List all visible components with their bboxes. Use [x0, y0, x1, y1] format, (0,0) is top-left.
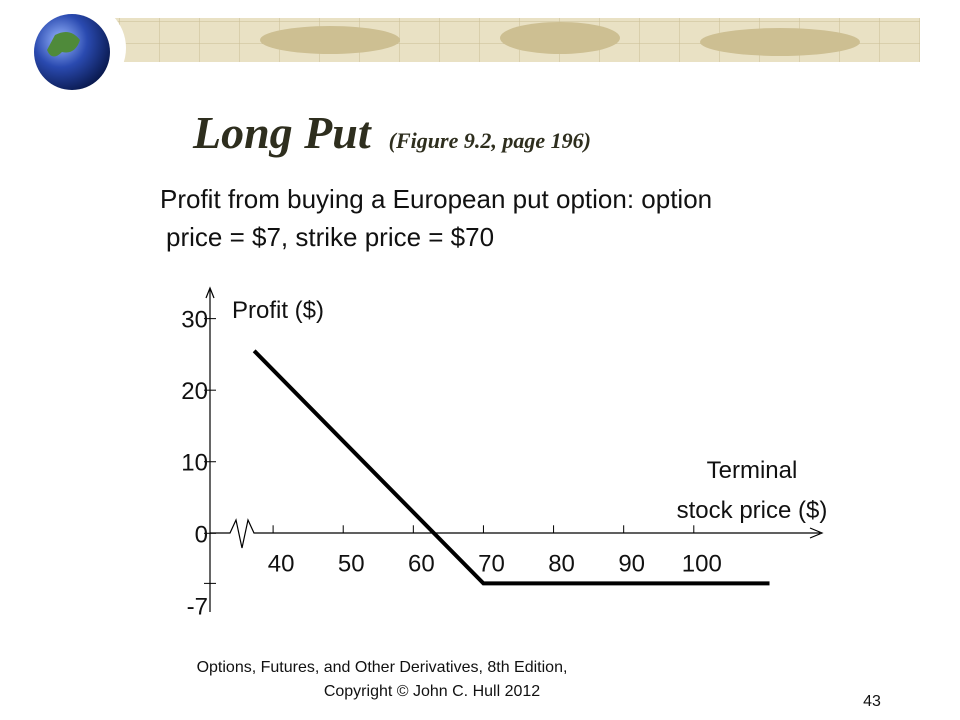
y-axis-label: Profit ($)	[232, 297, 324, 324]
x-tick-label: 40	[268, 550, 295, 577]
y-tick-label: 20	[181, 378, 208, 405]
banner	[34, 2, 920, 94]
x-axis-label: stock price ($)	[677, 497, 828, 524]
title: Long Put (Figure 9.2, page 196)	[192, 107, 591, 158]
profit-line	[252, 349, 770, 586]
globe	[34, 14, 110, 90]
axes	[205, 286, 824, 612]
x-tick-label: 100	[682, 550, 722, 577]
subtitle: price = $7, strike price = $70	[166, 222, 494, 252]
footer: Copyright © John C. Hull 2012	[324, 683, 540, 700]
subtitle: Profit from buying a European put option…	[160, 184, 712, 214]
x-tick-label: 90	[618, 550, 645, 577]
y-tick-label: 0	[195, 521, 208, 548]
footer: Options, Futures, and Other Derivatives,…	[197, 659, 568, 676]
x-tick-label: 70	[478, 550, 505, 577]
x-tick-label: 60	[408, 550, 435, 577]
page-number: 43	[863, 693, 881, 710]
x-tick-label: 80	[548, 550, 575, 577]
y-tick-label: 10	[181, 450, 208, 477]
x-tick-label: 50	[338, 550, 365, 577]
y-tick-label: 30	[181, 307, 208, 334]
x-axis-label: Terminal	[707, 457, 798, 484]
y-tick-label: -7	[187, 593, 208, 620]
